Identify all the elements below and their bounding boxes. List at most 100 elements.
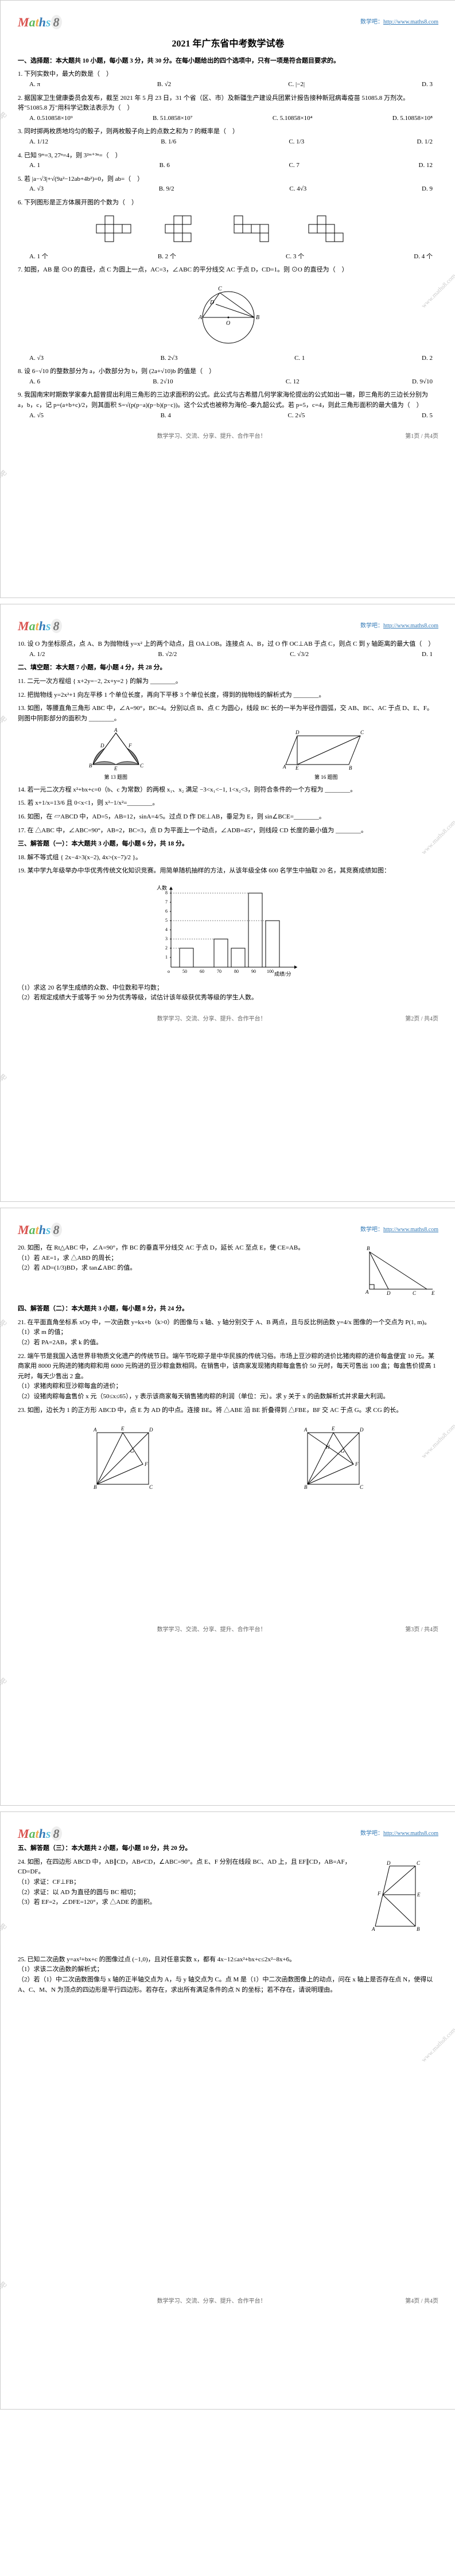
section-2-head: 二、填空题：本大题 7 小题，每小题 4 分，共 28 分。: [18, 663, 438, 673]
svg-text:1: 1: [165, 955, 168, 960]
q16: 16. 如图，在 ▱ABCD 中，AD=5，AB=12，sinA=4/5。过点 …: [18, 812, 438, 823]
q23-figure-1-icon: AED BC GF: [85, 1421, 160, 1496]
section-4-head: 四、解答题（二）：本大题共 3 小题，每小题 8 分，共 24 分。: [18, 1304, 438, 1314]
q1-c: C. |−2|: [288, 80, 305, 90]
watermark: 数学吧: [0, 1072, 9, 1092]
svg-text:B: B: [367, 1246, 370, 1251]
q25: 25. 已知二次函数 y=ax²+bx+c 的图像过点 (−1,0)，且对任意实…: [18, 1955, 438, 1995]
svg-text:3: 3: [165, 936, 168, 941]
q3-a: A. 1/12: [29, 137, 48, 148]
svg-text:50: 50: [182, 969, 187, 974]
svg-text:F: F: [144, 1461, 148, 1467]
q1-b: B. √2: [157, 80, 171, 90]
q7-d: D. 2: [422, 354, 433, 364]
q5-d: D. 9: [422, 184, 433, 195]
svg-text:6: 6: [165, 909, 168, 914]
q22-sub2: （2）设猪肉粽每盒售价 x 元（50≤x≤65），y 表示该商家每天销售猪肉粽的…: [18, 1392, 438, 1402]
q5-c: C. 4√3: [289, 184, 306, 195]
q3-c: C. 1/3: [289, 137, 304, 148]
svg-text:80: 80: [234, 969, 239, 974]
q19-sub2: （2）若规定成绩大于或等于 90 分为优秀等级，试估计该年级获优秀等级的学生人数…: [18, 993, 438, 1003]
q7-b: B. 2√3: [161, 354, 178, 364]
svg-text:70: 70: [217, 969, 221, 974]
q4-d: D. 12: [419, 161, 433, 171]
q24: 24. 如图，在四边形 ABCD 中，AB∥CD，AB≠CD，∠ABC=90°。…: [18, 1857, 438, 1938]
site-logo: Maths8: [18, 1824, 62, 1844]
section-5-head: 五、解答题（三）：本大题共 2 小题，每小题 10 分，共 20 分。: [18, 1844, 438, 1854]
q23: 23. 如图，边长为 1 的正方形 ABCD 中，点 E 为 AD 的中点。连接…: [18, 1406, 438, 1496]
q19: 19. 某中学九年级举办中华优秀传统文化知识竞赛。用简单随机抽样的方法，从该年级…: [18, 866, 438, 1003]
svg-text:B: B: [417, 1926, 420, 1932]
q15: 15. 若 x+1/x=13/6 且 0<x<1，则 x²−1/x²=_____…: [18, 798, 438, 809]
site-url[interactable]: http://www.maths8.com: [383, 19, 438, 25]
q19-sub1: （1）求这 20 名学生成绩的众数、中位数和平均数；: [18, 983, 438, 994]
q11: 11. 二元一次方程组 { x+2y=−2, 2x+y=2 } 的解为 ____…: [18, 677, 438, 687]
q9-d: D. 5: [422, 411, 433, 421]
q9: 9. 我国南宋时期数学家秦九韶曾提出利用三角形的三边求面积的公式。此公式与古希腊…: [18, 390, 438, 421]
q6: 6. 下列图形是正方体展开图的个数为（ ） A. 1 个B. 2 个C. 3 个…: [18, 198, 438, 262]
q6-d: D. 4 个: [414, 252, 433, 262]
q7-a: A. √3: [29, 354, 44, 364]
svg-text:E: E: [114, 766, 118, 771]
q5-b: B. 9/2: [159, 184, 174, 195]
q7-figure: A B C D O: [18, 280, 438, 349]
q22: 22. 端午节是我国入选世界非物质文化遗产的传统节日。端午节吃粽子是中华民族的传…: [18, 1352, 438, 1402]
q4-a: A. 1: [29, 161, 40, 171]
q13-label: 第 13 题图: [84, 773, 147, 781]
svg-text:E: E: [431, 1290, 435, 1296]
svg-text:G: G: [130, 1448, 134, 1454]
q1: 1. 下列实数中，最大的数是（ ） A. πB. √2C. |−2|D. 3: [18, 69, 438, 90]
site-url[interactable]: http://www.maths8.com: [383, 623, 438, 629]
site-url[interactable]: http://www.maths8.com: [383, 1227, 438, 1233]
q4-b: B. 6: [160, 161, 170, 171]
svg-text:A: A: [365, 1289, 369, 1295]
q1-a: A. π: [29, 80, 40, 90]
q24-sub1: （1）求证：CF⊥FB；: [18, 1877, 364, 1888]
footer-motto: 数学学习、交流、分享、提升、合作平台！: [18, 432, 405, 441]
q3: 3. 同时掷两枚质地均匀的骰子，则两枚骰子向上的点数之和为 7 的概率是（ ） …: [18, 127, 438, 147]
svg-text:B: B: [304, 1484, 308, 1490]
q3-d: D. 1/2: [417, 137, 433, 148]
q13-figure-icon: ABC DEF: [84, 727, 147, 773]
q6-c: C. 3 个: [286, 252, 304, 262]
header-link: 数学吧：http://www.maths8.com: [360, 1829, 438, 1838]
q1-d: D. 3: [422, 80, 433, 90]
watermark: 数学吧: [0, 1676, 9, 1696]
q2: 2. 据国家卫生健康委员会发布，截至 2021 年 5 月 23 日，31 个省…: [18, 94, 438, 124]
q19-histogram: 人数 成绩/分 1 2 3 4 5 6 7 8 506070 8090100: [18, 881, 438, 979]
cube-nets-icon: [85, 213, 372, 247]
q21-sub1: （1）求 m 的值；: [18, 1328, 438, 1338]
q7: 7. 如图，AB 是 ⊙O 的直径，点 C 为圆上一点，AC=3，∠ABC 的平…: [18, 265, 438, 363]
exam-title: 2021 年广东省中考数学试卷: [18, 37, 438, 52]
svg-text:8: 8: [165, 890, 168, 895]
svg-text:D: D: [295, 730, 300, 735]
svg-text:E: E: [120, 1426, 125, 1431]
q18: 18. 解不等式组 { 2x−4>3(x−2), 4x>(x−7)/2 }。: [18, 853, 438, 863]
section-1-head: 一、选择题：本大题共 10 小题，每小题 3 分，共 30 分。在每小题给出的四…: [18, 56, 438, 67]
q3-b: B. 1/6: [161, 137, 176, 148]
q24-sub2: （2）求证：以 AD 为直径的圆与 BC 相切；: [18, 1888, 364, 1898]
site-url[interactable]: http://www.maths8.com: [383, 1830, 438, 1837]
q16-figure-icon: DC AEB: [280, 727, 372, 773]
svg-text:A: A: [198, 315, 203, 321]
q25-sub2: （2）若（1）中二次函数图像与 x 轴的正半轴交点为 A，与 y 轴交点为 C。…: [18, 1975, 438, 1995]
q17: 17. 在 △ABC 中，∠ABC=90°，AB=2，BC=3，点 D 为平面上…: [18, 826, 438, 836]
q5: 5. 若 |a−√3|+√(9a²−12ab+4b²)=0，则 ab=（ ） A…: [18, 174, 438, 195]
svg-text:C: C: [149, 1484, 153, 1490]
q24-sub3: （3）若 EF=2，∠DFE=120°，求 △ADE 的面积。: [18, 1898, 364, 1908]
page-number: 第2页 / 共4页: [405, 1015, 438, 1024]
svg-text:C: C: [417, 1860, 421, 1866]
q9-a: A. √5: [29, 411, 44, 421]
section-3-head: 三、解答题（一）：本大题共 3 小题，每小题 6 分，共 18 分。: [18, 839, 438, 849]
svg-text:B: B: [94, 1484, 97, 1490]
svg-text:C: C: [140, 763, 144, 769]
svg-text:O: O: [226, 320, 230, 327]
header-link: 数学吧：http://www.maths8.com: [360, 622, 438, 631]
svg-text:B: B: [256, 315, 259, 321]
q12: 12. 把抛物线 y=2x²+1 向左平移 1 个单位长度，再向下平移 3 个单…: [18, 690, 438, 701]
svg-text:E: E: [331, 1426, 335, 1431]
svg-text:90: 90: [251, 969, 256, 974]
footer-motto: 数学学习、交流、分享、提升、合作平台！: [18, 2297, 405, 2306]
q20-figure-icon: B A D C E: [358, 1243, 438, 1301]
svg-text:A: A: [114, 727, 118, 733]
